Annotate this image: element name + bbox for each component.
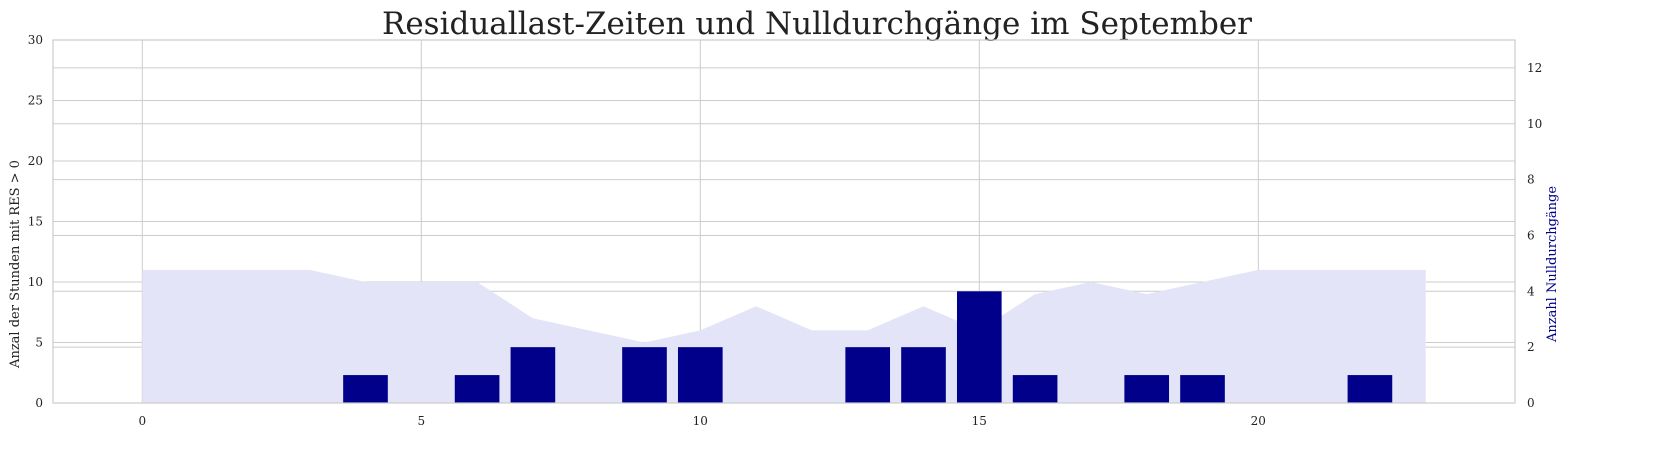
y-left-axis-label: Anzal der Stunden mit RES > 0 <box>8 160 23 369</box>
y-right-tick-label: 2 <box>1527 340 1535 354</box>
y-right-tick-label: 4 <box>1527 284 1535 298</box>
axes-frame <box>52 39 1516 404</box>
y-left-tick-label: 20 <box>28 154 43 168</box>
y-right-tick-label: 0 <box>1527 396 1535 410</box>
zero-crossing-bars <box>343 291 1393 403</box>
y-left-tick-label: 0 <box>35 396 43 410</box>
bar <box>1347 375 1393 403</box>
bar <box>454 375 500 403</box>
x-tick-label: 0 <box>138 414 146 428</box>
bar <box>845 347 891 403</box>
area-series <box>142 269 1426 403</box>
bar <box>1180 375 1225 403</box>
x-tick-labels: 0 5 10 15 20 <box>138 414 1265 428</box>
y-right-tick-label: 8 <box>1527 173 1535 187</box>
x-tick-label: 20 <box>1251 414 1266 428</box>
bar <box>956 291 1002 403</box>
bar <box>343 375 388 403</box>
y-right-tick-label: 10 <box>1527 117 1542 131</box>
bar <box>901 347 946 403</box>
bar <box>677 347 723 403</box>
bar <box>510 347 556 403</box>
y-right-tick-labels: 0 2 4 6 8 10 12 <box>1527 61 1542 410</box>
x-tick-label: 5 <box>417 414 425 428</box>
y-left-tick-label: 30 <box>28 33 43 47</box>
y-right-tick-label: 6 <box>1527 228 1535 242</box>
bar <box>622 347 667 403</box>
y-left-tick-label: 15 <box>28 215 43 229</box>
y-right-tick-label: 12 <box>1527 61 1542 75</box>
chart-title: Residuallast-Zeiten und Nulldurchgänge i… <box>382 6 1252 42</box>
y-right-axis-label: Anzahl Nulldurchgänge <box>1545 186 1560 343</box>
x-tick-label: 15 <box>972 414 987 428</box>
y-left-tick-label: 5 <box>35 336 43 350</box>
bar <box>1012 375 1058 403</box>
y-left-tick-labels: 0 5 10 15 20 25 30 <box>28 33 43 410</box>
y-left-tick-label: 25 <box>28 94 43 108</box>
residual-load-area <box>142 269 1426 403</box>
bar <box>1124 375 1170 403</box>
y-left-tick-label: 10 <box>28 275 43 289</box>
x-tick-label: 10 <box>693 414 708 428</box>
plot-border <box>52 39 1516 404</box>
